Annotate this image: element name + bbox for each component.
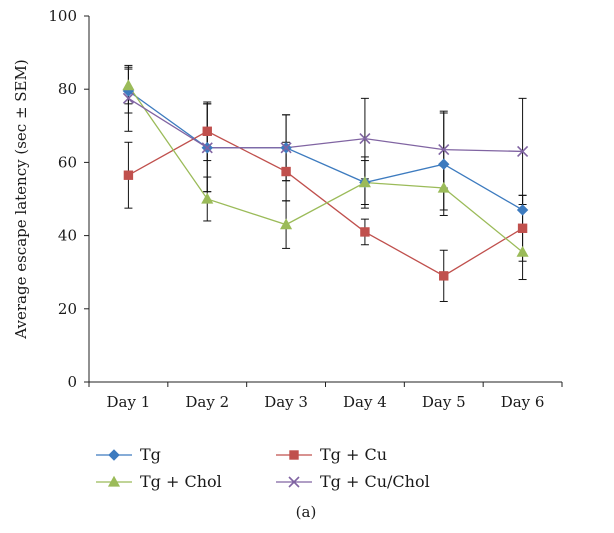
legend-item-tg-cu: Tg + Cu <box>276 445 387 464</box>
data-point-tg-cu-chol <box>359 133 371 145</box>
x-marker-stroke <box>201 142 213 154</box>
x-tick-label: Day 2 <box>185 393 229 411</box>
data-point-tg-cu <box>360 227 370 237</box>
data-point-tg-cu <box>123 170 134 180</box>
data-point-tg-chol <box>516 245 529 257</box>
x-tick-label: Day 5 <box>422 393 466 411</box>
y-tick-label: 0 <box>67 373 77 391</box>
legend-marker <box>108 449 120 461</box>
x-marker-stroke <box>280 142 292 154</box>
y-tick-label: 100 <box>48 7 77 25</box>
legend-marker <box>107 475 121 487</box>
series-line-tg-cu-chol <box>128 97 523 153</box>
data-point-tg-cu-chol <box>122 92 134 104</box>
legend-item-tg-chol: Tg + Chol <box>96 472 222 491</box>
legend-label: Tg + Cu <box>320 445 387 464</box>
legend-marker <box>289 450 299 460</box>
data-point-tg-cu-chol <box>438 144 450 156</box>
data-point-tg-cu <box>517 223 528 233</box>
legend-label: Tg <box>140 445 161 464</box>
data-point-tg-cu-chol <box>280 142 292 154</box>
data-point-tg-cu <box>202 126 212 136</box>
data-point-tg-cu-chol <box>517 145 529 157</box>
x-tick-label: Day 6 <box>501 393 545 411</box>
legend-item-tg: Tg <box>96 445 161 464</box>
data-point-tg-chol <box>280 218 293 230</box>
x-tick-label: Day 3 <box>264 393 308 411</box>
data-point-tg-chol <box>201 192 214 204</box>
axes: 0 20 40 60 80 100 Day 1 Day 2 Day 3 Day 4 Day 5 Day… <box>48 7 563 411</box>
data-point-tg-chol <box>437 181 450 193</box>
data-point-tg-cu-chol <box>201 142 213 154</box>
legend-marker <box>288 476 300 488</box>
y-axis-title: Average escape latency (sec ± SEM) <box>12 59 30 339</box>
y-tick-label: 80 <box>58 80 77 98</box>
x-marker-stroke <box>122 92 134 104</box>
error-bars <box>124 64 527 302</box>
data-point-tg <box>438 158 450 170</box>
series-lines <box>127 85 523 277</box>
series-markers <box>122 79 529 281</box>
x-marker-stroke <box>438 144 450 156</box>
y-tick-label: 60 <box>58 153 77 171</box>
x-tick-label: Day 1 <box>107 393 151 411</box>
legend-label: Tg + Chol <box>140 472 222 491</box>
series-line-tg-cu <box>128 130 523 277</box>
x-marker-stroke <box>517 145 529 157</box>
x-marker-stroke <box>359 133 371 145</box>
data-point-tg-cu <box>281 166 291 177</box>
y-tick-label: 20 <box>58 300 77 318</box>
x-tick-label: Day 4 <box>343 393 387 411</box>
data-point-tg-chol <box>122 79 135 91</box>
y-tick-label: 40 <box>58 227 77 245</box>
x-marker-stroke <box>288 476 300 488</box>
legend-item-tg-cu-chol: Tg + Cu/Chol <box>276 472 430 491</box>
panel-label: (a) <box>296 503 317 521</box>
legend: Tg Tg + Cu Tg + Chol Tg + Cu/Chol <box>96 445 430 491</box>
series-line-tg-chol <box>127 85 523 253</box>
data-point-tg-cu <box>439 271 449 281</box>
legend-label: Tg + Cu/Chol <box>320 472 430 491</box>
data-point-tg-chol <box>358 176 371 188</box>
data-point-tg <box>516 204 529 216</box>
